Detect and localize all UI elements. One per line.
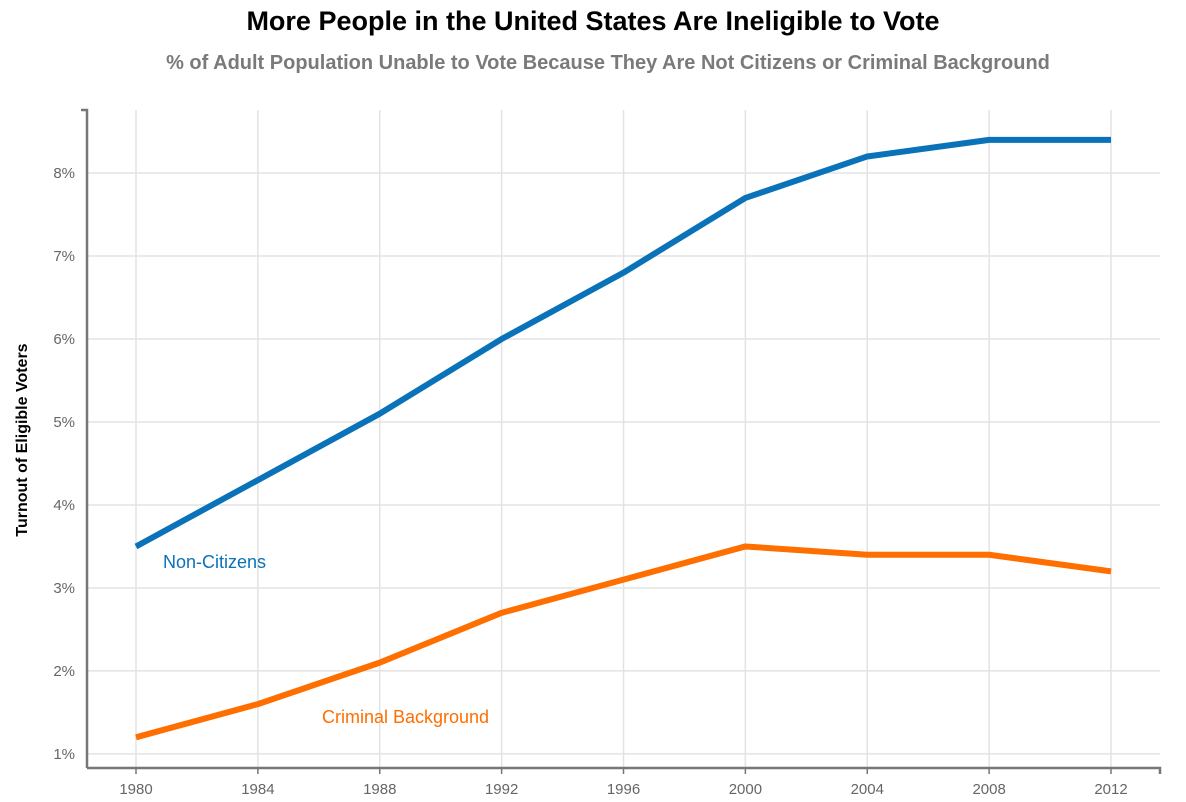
y-tick-label: 8%	[53, 165, 75, 182]
x-tick-label: 2000	[729, 781, 762, 798]
y-tick-label: 6%	[53, 331, 75, 348]
x-axis	[87, 766, 1162, 774]
y-tick-label: 7%	[53, 248, 75, 265]
chart-subtitle: % of Adult Population Unable to Vote Bec…	[166, 52, 1050, 74]
x-tick-label: 1984	[241, 781, 274, 798]
y-tick-label: 4%	[53, 497, 75, 514]
axes	[81, 108, 1162, 774]
y-axis-label: Turnout of Eligible Voters	[14, 343, 31, 536]
x-tick-label: 2008	[972, 781, 1005, 798]
x-tick-label: 1988	[363, 781, 396, 798]
x-tick-label: 1992	[485, 781, 518, 798]
y-tick-label: 2%	[53, 663, 75, 680]
y-axis	[81, 108, 89, 768]
y-tick-label: 1%	[53, 746, 75, 763]
x-tick-label: 2012	[1094, 781, 1127, 798]
series-lines	[134, 136, 1112, 741]
y-tick-label: 5%	[53, 414, 75, 431]
x-tick-label: 2004	[851, 781, 884, 798]
series-label-criminal-background: Criminal Background	[322, 707, 489, 727]
tick-labels: 1% 2% 3% 4% 5% 6% 7% 8% 1980 1984 1988 1992 1996 2000…	[53, 165, 1127, 798]
chart-title: More People in the United States Are Ine…	[246, 6, 940, 36]
x-tick-label: 1980	[119, 781, 152, 798]
x-tick-label: 1996	[607, 781, 640, 798]
grid	[87, 110, 1160, 768]
series-label-non-citizens: Non-Citizens	[163, 552, 266, 572]
y-tick-label: 3%	[53, 580, 75, 597]
